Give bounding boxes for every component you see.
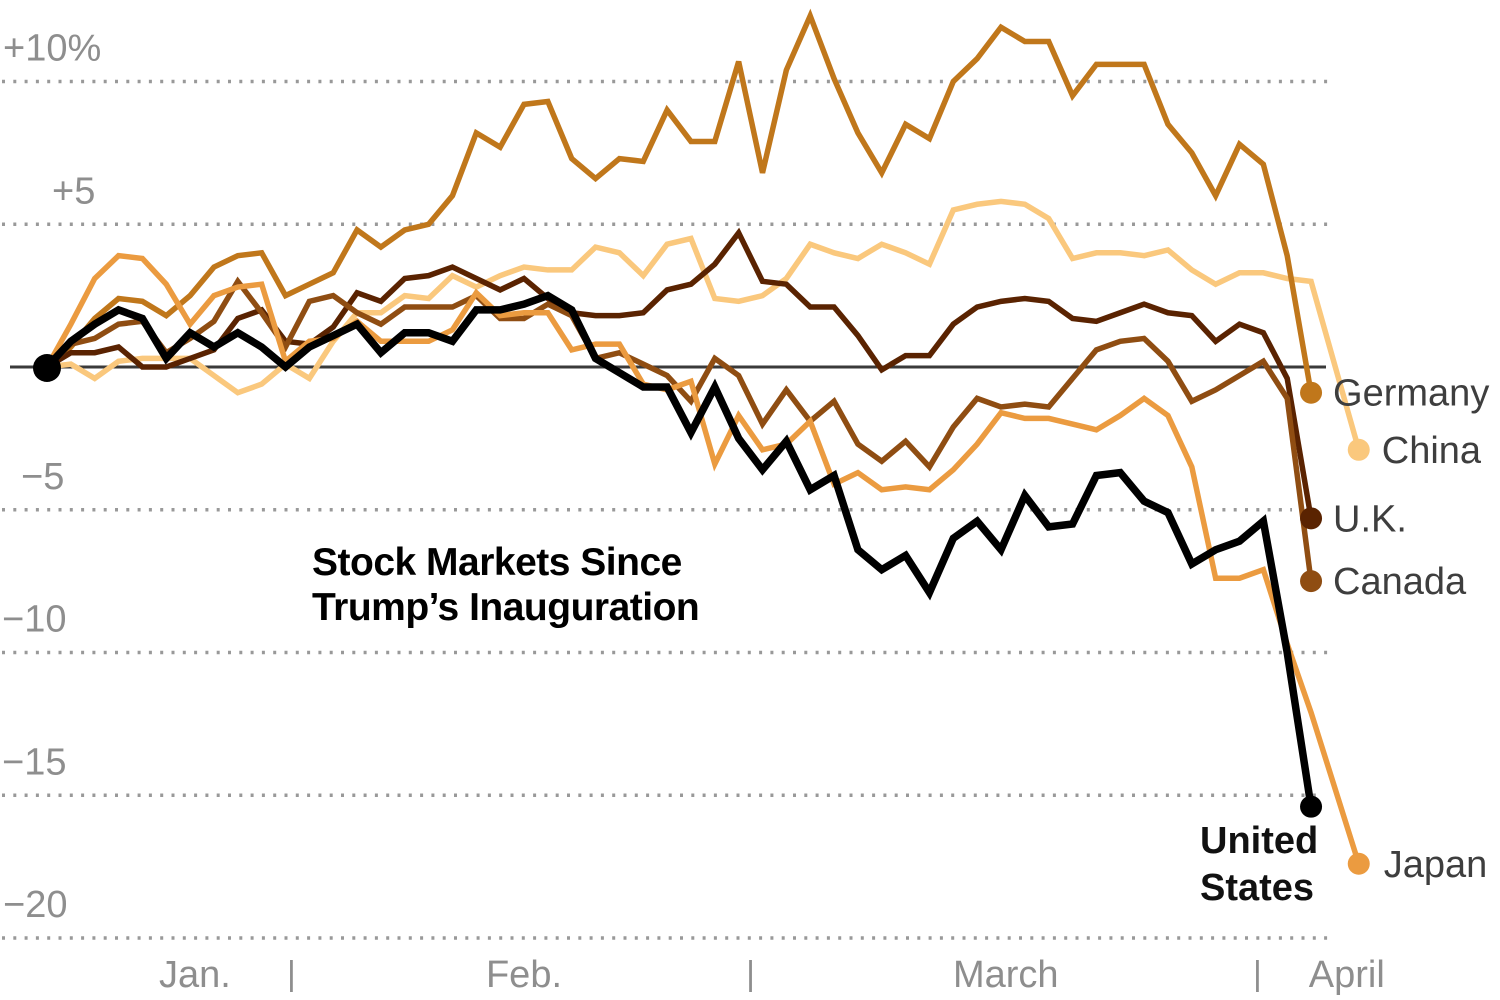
inauguration-start-dot [33, 354, 61, 382]
y-tick-label: +5 [52, 170, 95, 212]
end-dot-japan [1347, 852, 1370, 875]
x-month-label: April [1309, 954, 1385, 996]
series-end-labels: China Germany U.K. Canada Japan United States [1200, 373, 1489, 909]
x-month-label: March [953, 954, 1059, 996]
chart-title-line2: Trump’s Inauguration [312, 586, 699, 629]
label-united-states: United [1200, 820, 1318, 862]
end-dot-canada [1300, 570, 1323, 593]
y-tick-label: −20 [3, 884, 67, 926]
line-japan [44, 252, 1362, 865]
end-dot-united-states [1300, 795, 1323, 818]
x-month-label: Feb. [486, 954, 562, 996]
label-canada: Canada [1333, 561, 1467, 603]
y-axis-labels: +10% +5 −5 −10 −15 −20 [2, 28, 101, 927]
end-dot-germany [1300, 381, 1323, 404]
x-tick-mark: | [287, 955, 296, 993]
x-axis: Jan. Feb. March April | | | [159, 954, 1385, 996]
label-germany: Germany [1333, 373, 1489, 415]
label-united-states: States [1200, 867, 1314, 909]
y-tick-label: +10% [3, 28, 101, 70]
x-tick-mark: | [746, 955, 755, 993]
label-china: China [1382, 430, 1482, 472]
gridlines [2, 79, 1330, 940]
y-tick-label: −15 [2, 741, 66, 783]
line-united-states [44, 291, 1315, 808]
y-tick-label: −10 [2, 599, 66, 641]
series-lines [44, 8, 1362, 865]
line-canada [45, 276, 1314, 582]
end-dot-u-k- [1300, 507, 1323, 530]
chart-title-line1: Stock Markets Since [312, 541, 682, 584]
x-month-label: Jan. [159, 954, 231, 996]
label-u-k-: U.K. [1333, 498, 1407, 540]
label-japan: Japan [1384, 844, 1488, 886]
line-germany [45, 8, 1314, 394]
y-tick-label: −5 [21, 456, 64, 498]
x-tick-mark: | [1253, 955, 1262, 993]
end-dot-china [1347, 438, 1370, 461]
